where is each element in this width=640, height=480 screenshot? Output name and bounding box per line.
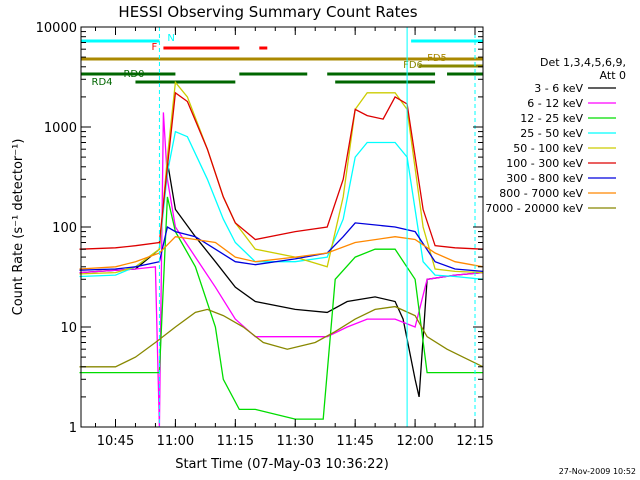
series-line — [79, 91, 484, 250]
legend-entry-label: 25 - 50 keV — [520, 127, 583, 140]
x-ticks: 10:45 11:00 11:15 11:30 11:45 12:00 12:15 — [95, 27, 494, 449]
legend-entry-label: 300 - 800 keV — [506, 172, 583, 185]
state-bar-label-rd0: RD0 — [123, 69, 144, 80]
x-axis-label: Start Time (07-May-03 10:36:22) — [175, 457, 389, 472]
chart-title: HESSI Observing Summary Count Rates — [118, 3, 417, 21]
series-line — [79, 305, 484, 368]
y-axis-label: Count Rate (s⁻¹ detector⁻¹) — [11, 139, 26, 316]
state-bar-label-fd6: FD6 — [403, 60, 423, 71]
legend-entry-label: 12 - 25 keV — [520, 112, 583, 125]
series-layer — [79, 80, 484, 428]
y-tick-label: 1 — [69, 421, 77, 436]
state-bars: NF FD5 FD6 RD0 RD4 — [81, 33, 483, 88]
x-tick-label: 11:30 — [277, 434, 314, 449]
vertical-markers — [158, 27, 476, 427]
x-tick-label: 11:45 — [336, 434, 373, 449]
footer-timestamp: 27-Nov-2009 10:52 — [559, 467, 636, 476]
series-line — [79, 236, 484, 270]
x-tick-label: 11:15 — [217, 434, 254, 449]
y-tick-label: 10 — [60, 321, 77, 336]
x-tick-label: 10:45 — [97, 434, 134, 449]
x-tick-label: 12:00 — [396, 434, 433, 449]
legend: Det 1,3,4,5,6,9,Att 0 3 - 6 keV 6 - 12 keV… — [485, 56, 626, 215]
legend-entry-label: 100 - 300 keV — [506, 157, 583, 170]
x-tick-label: 11:00 — [157, 434, 194, 449]
y-tick-label: 10000 — [36, 21, 77, 36]
legend-entry-label: 6 - 12 keV — [527, 97, 583, 110]
series-line — [79, 112, 484, 428]
legend-entry-label: 7000 - 20000 keV — [485, 202, 583, 215]
state-bar-label-n: N — [167, 33, 174, 44]
legend-entry-label: 800 - 7000 keV — [499, 187, 583, 200]
legend-entry-label: 50 - 100 keV — [513, 142, 583, 155]
state-bar-label-fd5: FD5 — [427, 53, 447, 64]
legend-header: Att 0 — [600, 69, 626, 82]
legend-entry-label: 3 - 6 keV — [534, 82, 583, 95]
legend-header: Det 1,3,4,5,6,9, — [540, 56, 626, 69]
series-line — [79, 196, 483, 420]
state-bar-label-f: F — [151, 42, 157, 53]
x-tick-label: 12:15 — [456, 434, 493, 449]
state-bar-label-rd4: RD4 — [92, 77, 113, 88]
y-ticks: 1 10 100 1000 10000 — [36, 21, 483, 436]
series-line — [79, 161, 484, 398]
y-tick-label: 100 — [52, 221, 77, 236]
y-tick-label: 1000 — [44, 121, 77, 136]
